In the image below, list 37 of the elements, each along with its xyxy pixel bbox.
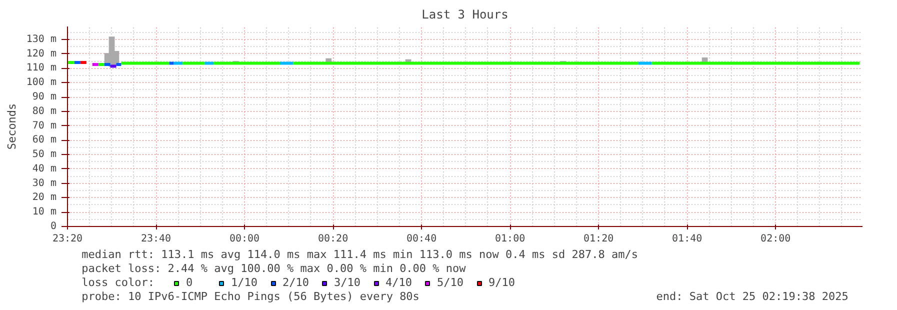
y-tick-label: 100 m <box>26 77 57 88</box>
y-tick-label: 20 m <box>32 192 57 204</box>
y-tick-label: 70 m <box>32 120 57 132</box>
x-tick-label: 23:20 <box>52 234 83 244</box>
x-tick-label: 23:40 <box>140 234 172 244</box>
legend-label: 4/10 <box>386 276 412 289</box>
text: end: Sat Oct 25 02:19:38 2025 <box>656 290 848 303</box>
chart-title: Last 3 Hours <box>422 8 508 22</box>
legend-label: 0 <box>186 276 194 289</box>
legend-label: 1/10 <box>231 276 258 289</box>
y-axis-title: Seconds <box>5 103 18 150</box>
y-tick-label: 90 m <box>32 92 57 103</box>
y-tick-label: 30 m <box>32 178 57 189</box>
y-tick-label: 60 m <box>32 134 57 146</box>
text: packet loss: 2.44 % avg 100.00 % max 0.00 % min 0.00 % now <box>82 262 466 275</box>
y-tick-label: 0 <box>50 221 57 232</box>
y-tick-label: 50 m <box>32 149 57 160</box>
x-tick-label: 01:00 <box>495 234 526 244</box>
text: median rtt: 113.1 ms avg 114.0 ms max 111.4 ms min 113.0 ms now 0.4 ms sd 287.8 am/s <box>82 248 638 261</box>
text: probe: 10 IPv6-ICMP Echo Pings (56 Bytes) every 80s <box>82 290 420 303</box>
x-tick-label: 00:00 <box>229 234 260 244</box>
x-tick-label: 00:40 <box>406 234 437 244</box>
y-tick-label: 130 m <box>26 34 57 45</box>
x-tick-label: 01:40 <box>672 234 702 244</box>
y-tick-label: 110 m <box>26 62 57 74</box>
y-tick-label: 80 m <box>32 106 57 117</box>
legend-label: 3/10 <box>334 276 360 289</box>
y-tick-label: 40 m <box>32 163 57 174</box>
y-tick-label: 10 m <box>32 206 57 218</box>
x-tick-label: 02:00 <box>760 234 791 244</box>
x-tick-label: 00:20 <box>318 234 348 244</box>
legend-label: 5/10 <box>437 276 464 289</box>
legend-label: 9/10 <box>488 276 515 289</box>
legend-title: loss color: <box>82 276 155 289</box>
y-tick-label: 120 m <box>26 48 57 60</box>
legend-label: 2/10 <box>282 276 309 289</box>
x-tick-label: 01:20 <box>584 234 614 244</box>
